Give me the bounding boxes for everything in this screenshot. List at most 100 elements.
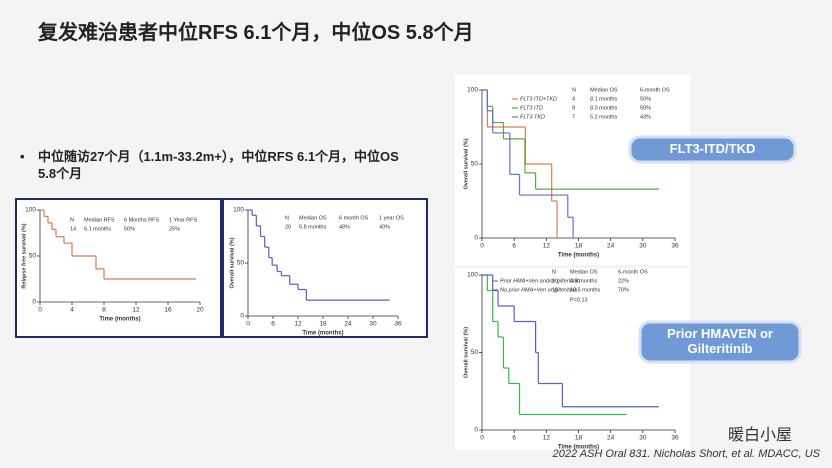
table-cell: 50%: [124, 226, 135, 232]
y-tick-label: 0: [474, 235, 478, 242]
table-header: N: [572, 87, 576, 93]
label-line: Prior HMAVEN or: [667, 326, 773, 341]
x-tick-label: 0: [246, 321, 250, 328]
table-cell: 5.2 months: [590, 114, 617, 120]
bullet: • 中位随访27个月（1.1m-33.2m+），中位RFS 6.1个月，中位OS …: [20, 148, 420, 182]
x-axis-label: Time (months): [558, 253, 599, 259]
table-header: Median OS: [590, 87, 618, 93]
slide-title: 复发难治患者中位RFS 6.1个月，中位OS 5.8个月: [38, 22, 474, 44]
label-box: [628, 135, 797, 164]
x-tick-label: 24: [607, 435, 615, 442]
y-tick-label: 100: [233, 207, 244, 214]
y-tick-label: 50: [471, 161, 479, 168]
table-header: Median OS: [299, 215, 327, 221]
x-tick-label: 6: [512, 243, 516, 250]
x-axis-label: Time (months): [558, 445, 599, 451]
legend-label: FLT3 ITD+TKD: [520, 96, 557, 102]
panel: [455, 75, 690, 265]
table-cell: 9: [572, 105, 575, 111]
table-header: 6 month OS: [339, 215, 369, 221]
legend-label: No prior HMA+Ven or gilteritinib: [500, 287, 577, 293]
x-tick-label: 6: [512, 435, 516, 442]
table-cell: 22%: [618, 278, 629, 284]
table-cell: 6.1 months: [84, 226, 111, 232]
x-tick-label: 18: [319, 321, 327, 328]
x-tick-label: 18: [575, 435, 583, 442]
x-tick-label: 36: [671, 435, 679, 442]
x-tick-label: 0: [38, 307, 42, 314]
y-tick-label: 50: [471, 349, 479, 356]
table-header: Median OS: [570, 269, 598, 275]
x-tick-label: 12: [294, 321, 302, 328]
x-tick-label: 0: [480, 243, 484, 250]
x-tick-label: 4: [70, 307, 74, 314]
table-cell: 20: [285, 224, 291, 230]
x-tick-label: 36: [671, 243, 679, 250]
y-tick-label: 100: [467, 87, 478, 94]
table-cell: 70%: [618, 287, 629, 293]
table-cell: 25%: [169, 226, 180, 232]
label-text: Prior HMAVEN or Gilteritinib: [667, 326, 773, 356]
x-tick-label: 18: [575, 243, 583, 250]
x-tick-label: 36: [394, 321, 402, 328]
table-cell: 40%: [379, 224, 390, 230]
table-header: N: [285, 215, 289, 221]
y-axis-label: Overall survival (%): [463, 327, 469, 378]
panel: [15, 198, 222, 338]
table-cell: 7: [572, 114, 575, 120]
y-axis-label: Overall survival (%): [463, 138, 469, 189]
y-tick-label: 50: [237, 260, 245, 267]
y-axis-label: Relapse free survival (%): [21, 223, 27, 288]
y-axis-label: Overall survival (%): [229, 237, 235, 288]
x-tick-label: 12: [543, 243, 551, 250]
table-cell: 8.1 months: [590, 96, 617, 102]
table-header: 1 year OS: [379, 215, 404, 221]
legend-label: FLT3 ITD: [520, 105, 543, 111]
x-tick-label: 24: [344, 321, 352, 328]
p-value: P=0.13: [570, 297, 588, 303]
table-cell: 14: [70, 226, 76, 232]
y-tick-label: 50: [29, 253, 37, 260]
table-header: 1 Year RFS: [169, 217, 197, 223]
table-header: N: [552, 269, 556, 275]
table-cell: 10: [552, 287, 558, 293]
table-cell: 5.8 months: [299, 224, 326, 230]
label-box: [638, 320, 802, 364]
footer: 2022 ASH Oral 831. Nicholas Short, et al…: [552, 448, 820, 460]
bullet-text: 中位随访27个月（1.1m-33.2m+），中位RFS 6.1个月，中位OS 5…: [38, 149, 399, 181]
x-tick-label: 8: [102, 307, 106, 314]
table-header: 6-month OS: [618, 269, 648, 275]
y-tick-label: 0: [474, 427, 478, 434]
table-cell: 48%: [339, 224, 350, 230]
table-cell: 4.8 months: [570, 278, 597, 284]
table-header: N: [70, 217, 74, 223]
x-tick-label: 12: [132, 307, 140, 314]
label-line: Gilteritinib: [688, 341, 753, 356]
table-cell: 10: [552, 278, 558, 284]
table-header: Median RFS: [84, 217, 115, 223]
table-cell: 43%: [640, 114, 651, 120]
y-tick-label: 100: [25, 207, 36, 214]
legend-label: Prior HMA+Ven and/or gilteritinib: [500, 278, 580, 284]
x-tick-label: 24: [607, 243, 615, 250]
table-cell: 50%: [640, 105, 651, 111]
x-tick-label: 30: [369, 321, 377, 328]
x-axis-label: Time (months): [302, 331, 343, 337]
x-tick-label: 20: [196, 307, 204, 314]
y-tick-label: 0: [240, 313, 244, 320]
table-cell: 50%: [640, 96, 651, 102]
table-cell: 10.5 months: [570, 287, 601, 293]
watermark: 暖白小屋: [728, 427, 793, 444]
x-axis-label: Time (months): [99, 317, 140, 323]
table-header: 6-month OS: [640, 87, 670, 93]
x-tick-label: 30: [639, 243, 647, 250]
x-tick-label: 16: [164, 307, 172, 314]
y-tick-label: 100: [467, 272, 478, 279]
label-text: FLT3-ITD/TKD: [670, 141, 756, 156]
x-tick-label: 6: [271, 321, 275, 328]
table-cell: 4: [572, 96, 575, 102]
x-tick-label: 12: [543, 435, 551, 442]
y-tick-label: 0: [32, 299, 36, 306]
